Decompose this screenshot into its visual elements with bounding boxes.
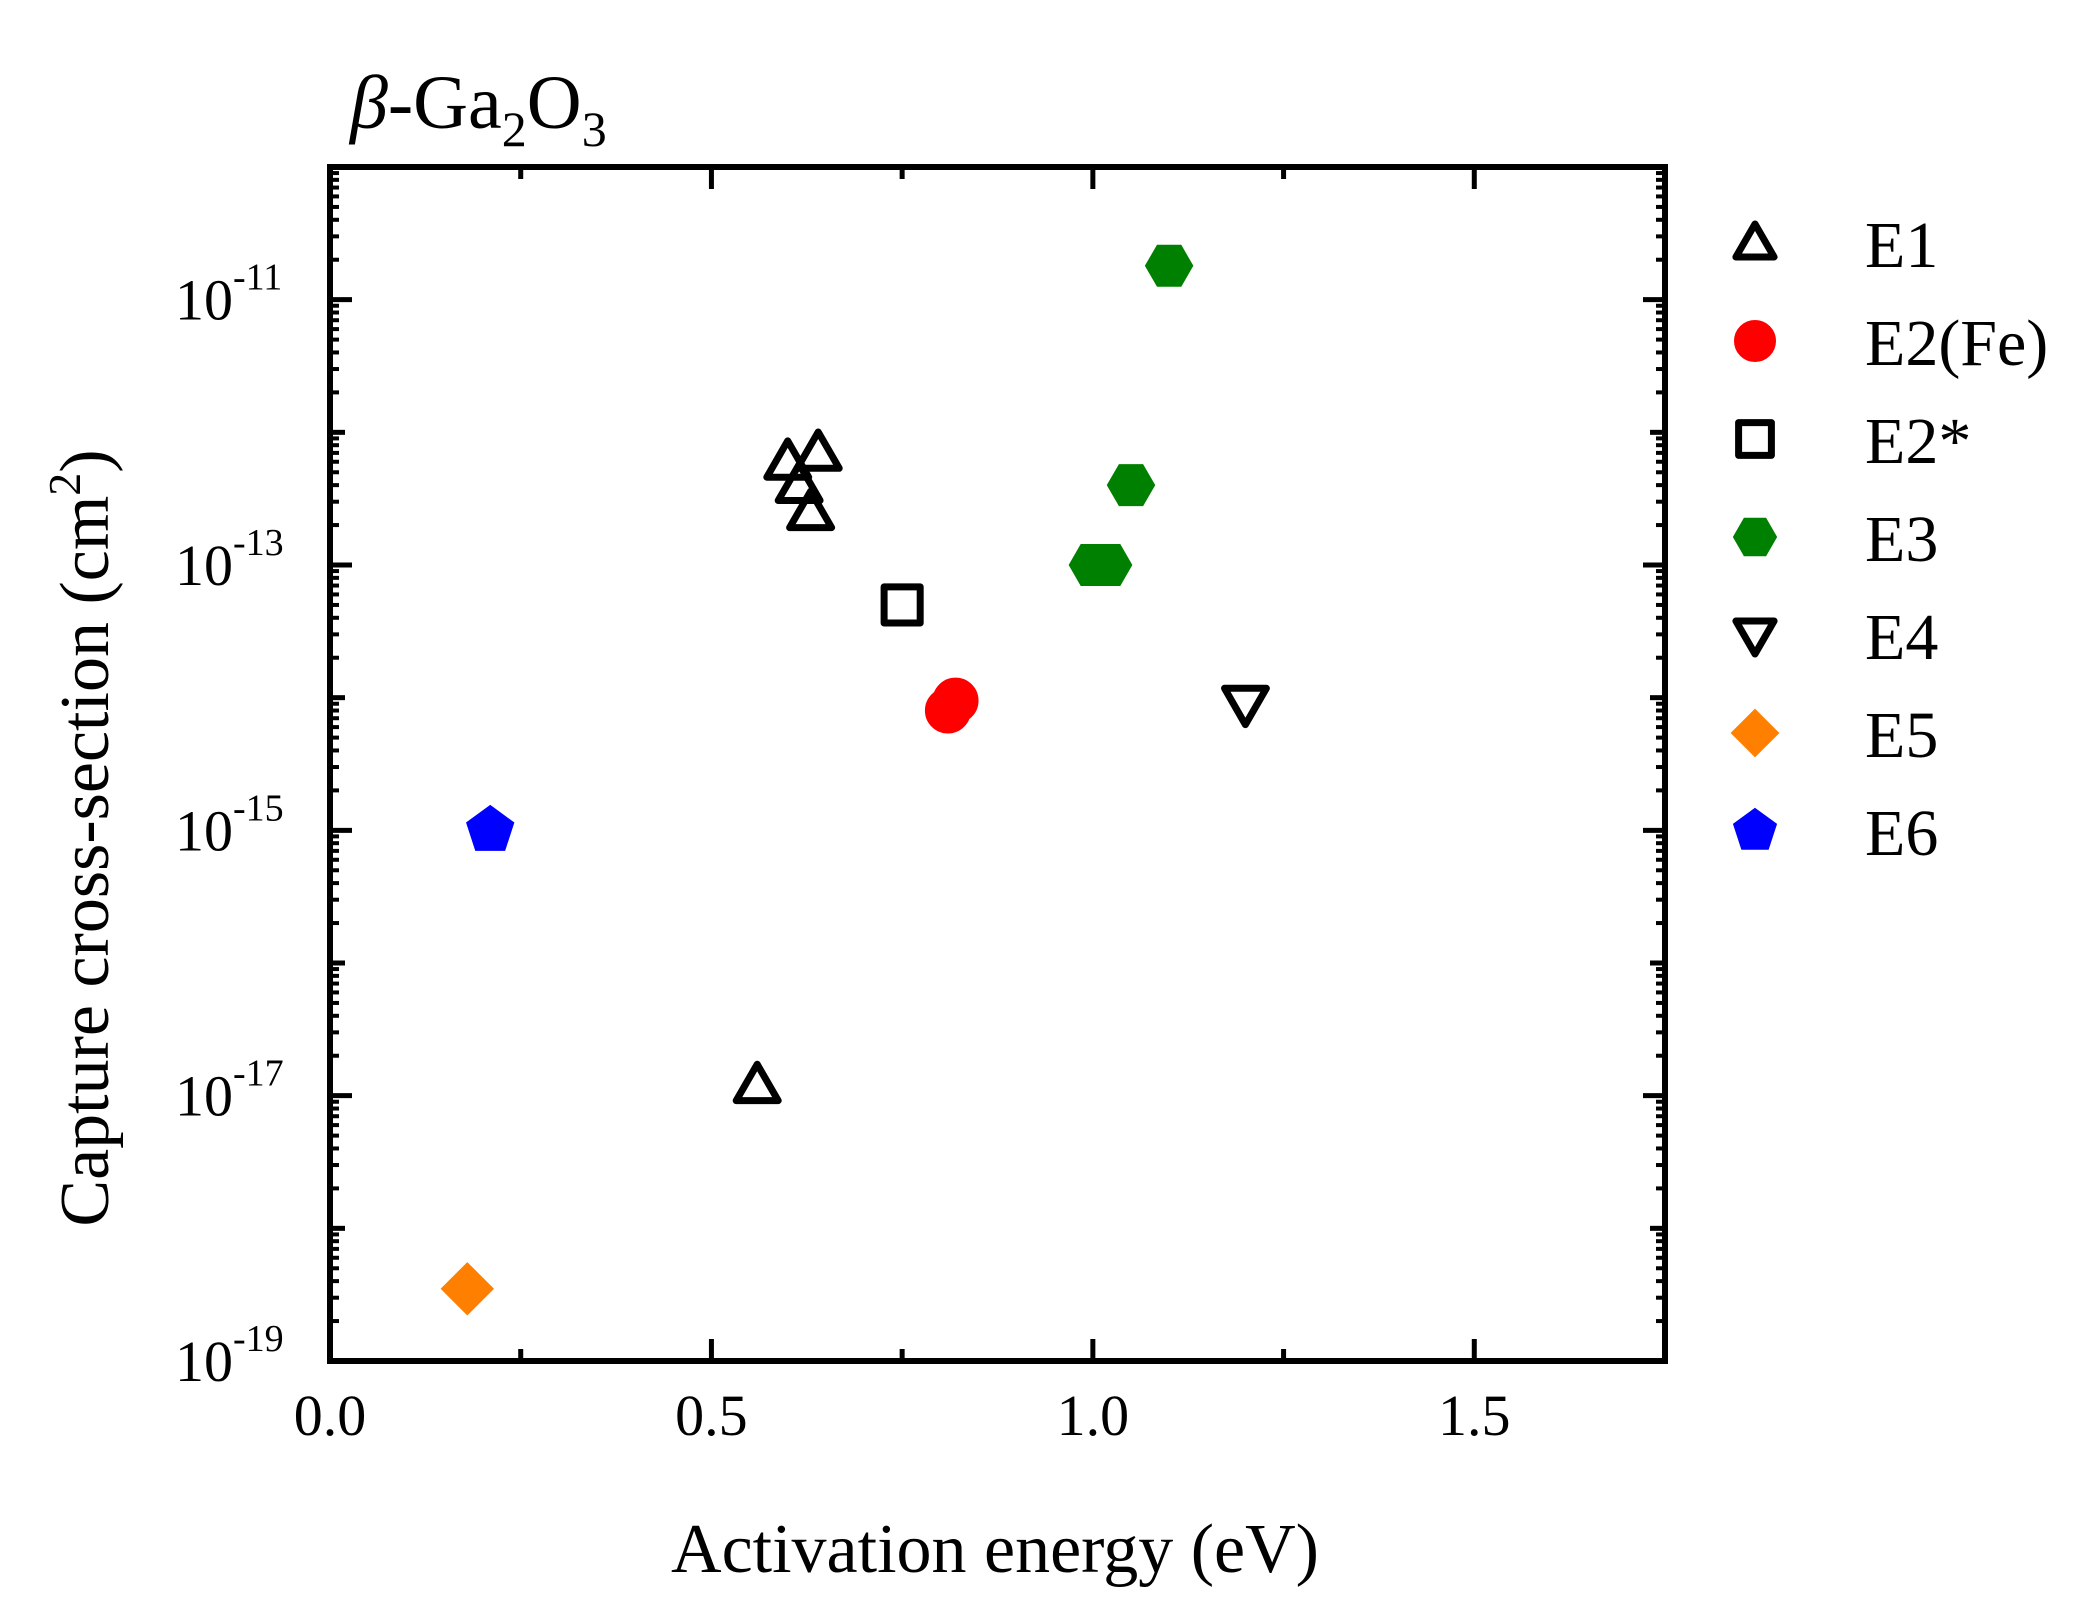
legend-marker	[1732, 517, 1778, 557]
data-point	[774, 460, 824, 504]
legend-entry: E4	[1732, 601, 1938, 674]
x-axis-label: Activation energy (eV)	[671, 1511, 1319, 1588]
legend-marker	[1730, 708, 1780, 758]
chart-title: β-Ga2O3	[348, 61, 607, 157]
title-ga: -Ga	[388, 61, 502, 145]
data-point	[1106, 464, 1156, 507]
data-point	[932, 677, 979, 724]
legend-label: E4	[1865, 601, 1938, 674]
x-tick-label: 0.0	[294, 1383, 367, 1448]
legend-label: E2*	[1865, 405, 1971, 478]
title-sub-2: 2	[502, 101, 527, 157]
y-tick-label: 10-15	[175, 787, 284, 863]
series-e2	[880, 583, 924, 627]
legend-label: E3	[1865, 503, 1938, 576]
y-axis-label-close: )	[47, 449, 124, 472]
data-point	[1144, 244, 1194, 287]
data-point	[793, 428, 843, 472]
legend-entry: E6	[1732, 797, 1938, 870]
legend-marker	[1732, 617, 1778, 658]
legend-entry: E5	[1730, 699, 1938, 772]
series-e5	[440, 1262, 495, 1316]
data-point	[440, 1262, 495, 1316]
legend-label: E1	[1865, 209, 1938, 282]
data-point	[466, 804, 515, 851]
series-e4	[1221, 684, 1270, 729]
legend-marker	[1732, 807, 1778, 850]
series-e6	[466, 804, 515, 851]
data-point	[880, 583, 924, 627]
legend-entry: E3	[1732, 503, 1938, 576]
x-tick-label: 0.5	[675, 1383, 748, 1448]
y-tick-label: 10-17	[175, 1053, 284, 1129]
data-point	[786, 487, 836, 532]
plot-frame	[327, 164, 1668, 1364]
title-sub-3: 3	[582, 101, 607, 157]
legend-marker	[1732, 220, 1778, 261]
y-axis-label: Capture cross-section (cm2)	[39, 449, 124, 1226]
data-point	[1221, 684, 1270, 729]
legend-entry: E2*	[1735, 405, 1971, 478]
title-o: O	[527, 61, 582, 145]
legend-entry: E2(Fe)	[1734, 307, 2048, 380]
axis-tick-labels: 0.0 0.5 1.0 1.5 10-19 10-17 10-15 10-13 10-11	[175, 257, 1511, 1448]
series-e3	[1068, 244, 1194, 586]
y-axis-label-main: Capture cross-section (cm	[47, 496, 124, 1227]
y-tick-label: 10-13	[175, 522, 284, 598]
series-e2-fe	[924, 677, 979, 734]
legend-label: E2(Fe)	[1865, 307, 2048, 380]
legend-label: E5	[1865, 699, 1938, 772]
data-points	[440, 244, 1270, 1316]
data-point	[1083, 544, 1133, 586]
legend: E1 E2(Fe) E2* E3 E4 E5 E6	[1730, 209, 2048, 870]
legend-label: E6	[1865, 797, 1938, 870]
y-tick-label: 10-19	[175, 1318, 284, 1394]
legend-marker	[1734, 320, 1776, 362]
legend-entry: E1	[1732, 209, 1938, 282]
data-point	[732, 1060, 782, 1105]
y-axis-label-sup: 2	[39, 473, 90, 496]
x-tick-label: 1.0	[1057, 1383, 1130, 1448]
title-beta: β	[348, 61, 388, 145]
series-e1	[732, 428, 843, 1105]
x-tick-label: 1.5	[1438, 1383, 1511, 1448]
legend-marker	[1735, 419, 1775, 459]
y-tick-label: 10-11	[175, 257, 282, 333]
